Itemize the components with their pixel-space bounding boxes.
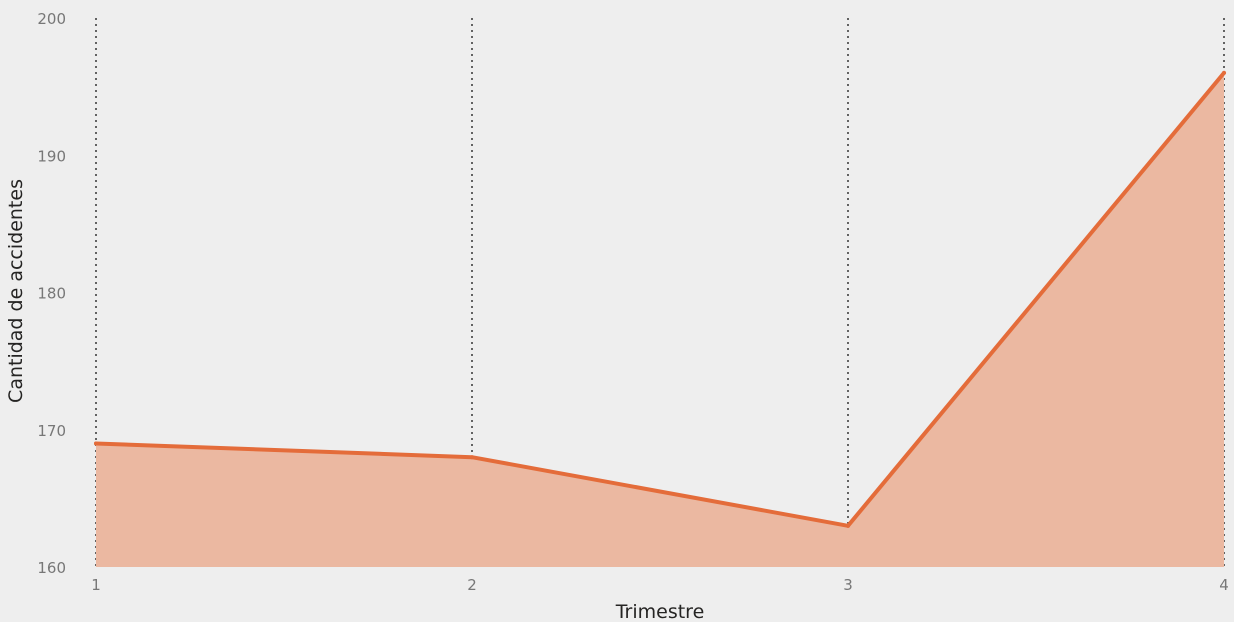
x-tick-label-4: 4 bbox=[1219, 576, 1229, 594]
area-fill bbox=[96, 72, 1224, 568]
series-line bbox=[94, 70, 1226, 528]
x-tick-label-2: 2 bbox=[467, 576, 477, 594]
x-axis-title: Trimestre bbox=[615, 601, 705, 622]
y-tick-label-180: 180 bbox=[37, 285, 66, 303]
area-series bbox=[94, 70, 1226, 568]
data-point-4 bbox=[1222, 70, 1226, 75]
y-axis-ticks: 160 170 180 190 200 bbox=[37, 10, 66, 577]
y-tick-label-190: 190 bbox=[37, 147, 66, 165]
data-point-2 bbox=[470, 455, 474, 460]
x-axis-ticks: 1 2 3 4 bbox=[91, 576, 1229, 594]
data-point-3 bbox=[846, 523, 850, 528]
y-tick-label-170: 170 bbox=[37, 422, 66, 440]
x-tick-label-1: 1 bbox=[91, 576, 101, 594]
y-tick-label-200: 200 bbox=[37, 10, 66, 28]
x-tick-label-3: 3 bbox=[843, 576, 853, 594]
y-tick-label-160: 160 bbox=[37, 559, 66, 577]
data-point-1 bbox=[94, 441, 98, 446]
y-axis-title: Cantidad de accidentes bbox=[5, 179, 27, 403]
